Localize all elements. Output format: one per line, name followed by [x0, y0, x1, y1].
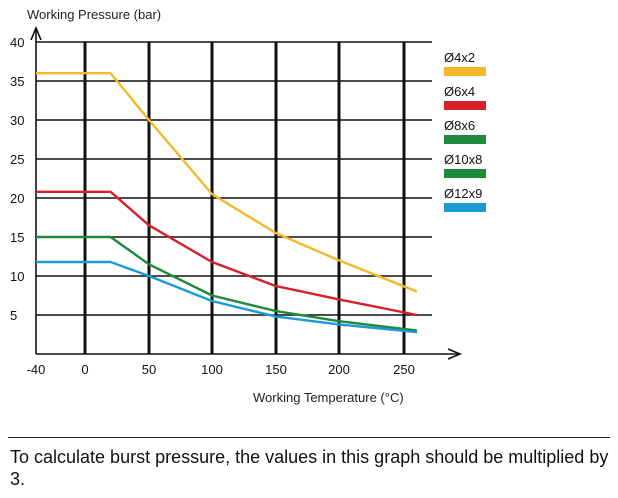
series-line-1 [36, 72, 418, 293]
legend-swatch-2 [444, 101, 486, 110]
x-tick-label-150: 150 [265, 362, 287, 377]
legend-label-2: Ø6x4 [444, 84, 475, 99]
legend: Ø4x2 Ø6x4 Ø8x6 Ø10x8 Ø12x9 [444, 50, 486, 212]
x-tick-label-250: 250 [393, 362, 415, 377]
x-tick-label--40: -40 [27, 362, 46, 377]
y-tick-label-30: 30 [10, 113, 24, 128]
x-tick-label-0: 0 [81, 362, 88, 377]
y-tick-label-15: 15 [10, 230, 24, 245]
x-tick-label-200: 200 [328, 362, 350, 377]
series-line-3 [36, 235, 418, 332]
legend-swatch-5 [444, 203, 486, 212]
series-line-2 [36, 190, 418, 317]
legend-swatch-1 [444, 67, 486, 76]
legend-label-4: Ø10x8 [444, 152, 482, 167]
x-axis-title: Working Temperature (°C) [253, 390, 404, 405]
y-tick-label-40: 40 [10, 35, 24, 50]
legend-label-3: Ø8x6 [444, 118, 475, 133]
y-tick-label-25: 25 [10, 152, 24, 167]
x-axis-arrow [447, 348, 463, 360]
legend-swatch-4 [444, 169, 486, 178]
y-tick-label-10: 10 [10, 269, 24, 284]
burst-pressure-note: To calculate burst pressure, the values … [10, 447, 609, 489]
y-tick-label-35: 35 [10, 74, 24, 89]
y-tick-label-20: 20 [10, 191, 24, 206]
legend-label-5: Ø12x9 [444, 186, 482, 201]
legend-swatch-3 [444, 135, 486, 144]
pressure-temperature-chart: 5 10 15 20 25 30 35 40 -40 0 50 100 150 200 250 Ø4x2 Ø6… [10, 7, 486, 405]
divider [8, 437, 610, 438]
y-axis-title: Working Pressure (bar) [27, 7, 161, 22]
tick-labels: 5 10 15 20 25 30 35 40 -40 0 50 100 150 200 250 [10, 35, 415, 377]
series-lines [36, 72, 418, 334]
x-tick-label-50: 50 [142, 362, 156, 377]
y-axis-arrow [30, 25, 42, 41]
x-tick-label-100: 100 [201, 362, 223, 377]
grid [36, 41, 432, 354]
series-line-5 [36, 260, 418, 334]
y-tick-label-5: 5 [10, 308, 17, 323]
legend-label-1: Ø4x2 [444, 50, 475, 65]
